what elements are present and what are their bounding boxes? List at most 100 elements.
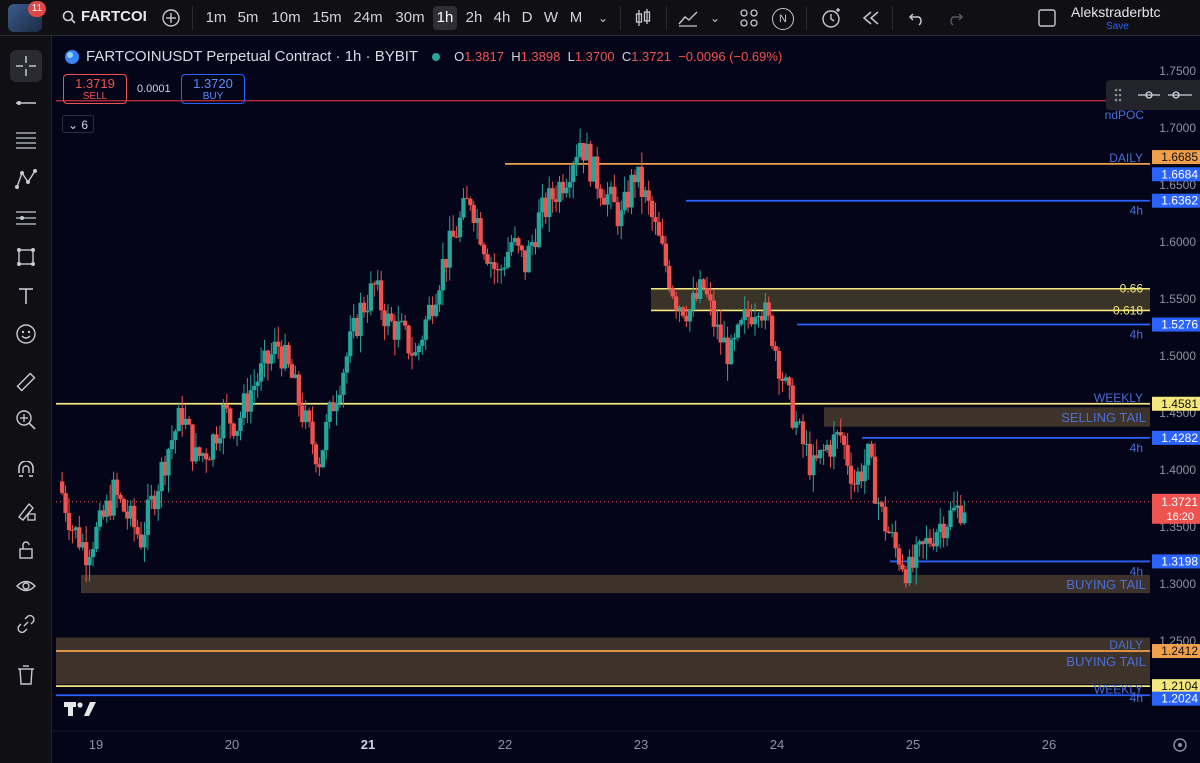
save-button[interactable]: Save: [1106, 21, 1129, 32]
candle-body: [797, 421, 802, 423]
timeframe-30m[interactable]: 30m: [395, 9, 425, 26]
candle-body: [337, 394, 343, 403]
candle-body: [502, 267, 507, 269]
shape-icon[interactable]: [10, 241, 42, 273]
candle-body: [224, 404, 229, 409]
candle-body: [787, 377, 792, 386]
candle-body: [464, 198, 470, 200]
trend-line-icon[interactable]: [10, 87, 42, 119]
candle-body: [375, 280, 380, 285]
fib-lines-icon[interactable]: [10, 124, 42, 156]
candle-body: [385, 313, 391, 327]
add-symbol-icon[interactable]: [160, 7, 182, 29]
lock-icon[interactable]: [10, 534, 42, 566]
draw-lock-icon[interactable]: [10, 495, 42, 527]
floating-drawing-toolbar[interactable]: [1106, 80, 1200, 110]
level-tag: 4h: [1130, 328, 1143, 342]
timeframe-24m[interactable]: 24m: [353, 9, 383, 26]
emoji-icon[interactable]: [10, 318, 42, 350]
redo-icon[interactable]: [944, 7, 966, 29]
candle-body: [66, 512, 72, 531]
timeframe-2h[interactable]: 2h: [465, 9, 483, 26]
price-chart[interactable]: SELLING TAIL BUYING TAIL BUYING TAIL ndPOC D…: [52, 36, 1200, 763]
sell-button[interactable]: 1.3719 SELL: [63, 74, 127, 104]
replay-icon[interactable]: [860, 7, 882, 29]
candle-body: [101, 510, 106, 517]
ruler-icon[interactable]: [10, 366, 42, 398]
price-tag-label: 1.6685: [1161, 150, 1198, 164]
candle-body: [941, 523, 946, 539]
timeframe-1m[interactable]: 1m: [205, 9, 227, 26]
candle-body: [200, 453, 205, 456]
chevron-down-icon[interactable]: ⌄: [709, 11, 721, 25]
candle-body: [190, 424, 195, 462]
forecast-icon[interactable]: [10, 202, 42, 234]
zoom-in-icon[interactable]: [10, 404, 42, 436]
timeframe-4h[interactable]: 4h: [493, 9, 511, 26]
price-tag-bg: [1152, 554, 1200, 569]
indicator-n-icon[interactable]: N: [772, 8, 794, 30]
chevron-down-icon[interactable]: ⌄: [597, 11, 609, 25]
price-tag-label: 1.2024: [1161, 692, 1198, 706]
candle-body: [317, 464, 322, 468]
price-tag: 1.2412: [1152, 644, 1200, 659]
candle-body: [183, 418, 188, 425]
coin-logo-icon: [65, 49, 79, 64]
candle-body: [842, 435, 847, 445]
zone-label: SELLING TAIL: [1061, 410, 1146, 425]
indicators-toggle[interactable]: ⌄ 6: [62, 115, 94, 133]
candle-body: [711, 300, 716, 327]
y-tick-label: 1.7500: [1159, 64, 1196, 78]
candles-icon[interactable]: [632, 7, 654, 29]
x-tick-label: 21: [361, 737, 375, 752]
pattern-icon[interactable]: [10, 163, 42, 195]
candle-body: [272, 341, 277, 355]
timeframe-10m[interactable]: 10m: [271, 9, 301, 26]
link-icon[interactable]: [10, 608, 42, 640]
candle-body: [924, 537, 929, 544]
candle-body: [742, 309, 747, 321]
x-tick-label: 20: [225, 737, 239, 752]
timeframe-1h[interactable]: 1h: [433, 6, 457, 30]
candle-body: [811, 455, 816, 476]
fib-band: [651, 288, 1150, 311]
timeframe-w[interactable]: W: [543, 9, 559, 26]
candle-body: [245, 393, 250, 412]
candle-body: [938, 523, 943, 533]
candle-body: [756, 316, 761, 318]
candle-body: [262, 350, 267, 364]
text-tool-icon[interactable]: [10, 280, 42, 312]
undo-icon[interactable]: [906, 7, 928, 29]
crosshair-icon[interactable]: [10, 50, 42, 82]
indicators-icon[interactable]: [677, 7, 699, 29]
candle-body: [571, 165, 576, 183]
timeframe-15m[interactable]: 15m: [312, 9, 342, 26]
symbol-search[interactable]: FARTCOI: [62, 8, 147, 25]
candle-body: [866, 443, 871, 466]
trash-icon[interactable]: [10, 659, 42, 691]
timeframe-m[interactable]: M: [569, 9, 583, 26]
candle-body: [368, 283, 373, 311]
y-tick-label: 1.5500: [1159, 292, 1196, 306]
level-tag: 4h: [1130, 691, 1143, 705]
alert-clock-icon[interactable]: [820, 7, 842, 29]
candle-body: [499, 268, 504, 271]
top-toolbar: 11 FARTCOI 1m 5m 10m 15m 24m 30m 1h 2h 4…: [0, 0, 1200, 36]
candle-body: [625, 191, 631, 208]
user-name[interactable]: Alekstraderbtc: [1071, 4, 1161, 20]
candle-body: [677, 307, 682, 311]
magnet-icon[interactable]: [10, 456, 42, 488]
candle-body: [728, 339, 734, 365]
candle-body: [63, 493, 68, 513]
candle-body: [416, 345, 422, 353]
candle-body: [673, 296, 679, 311]
timeframe-d[interactable]: D: [521, 9, 533, 26]
y-tick-label: 1.6000: [1159, 235, 1196, 249]
buy-button[interactable]: 1.3720 BUY: [181, 74, 245, 104]
candle-body: [300, 405, 305, 423]
eye-icon[interactable]: [10, 570, 42, 602]
layout-square-icon[interactable]: [1036, 7, 1058, 29]
chart-pane[interactable]: SELLING TAIL BUYING TAIL BUYING TAIL ndPOC D…: [52, 36, 1200, 763]
layout-grid-icon[interactable]: [738, 7, 760, 29]
timeframe-5m[interactable]: 5m: [237, 9, 259, 26]
